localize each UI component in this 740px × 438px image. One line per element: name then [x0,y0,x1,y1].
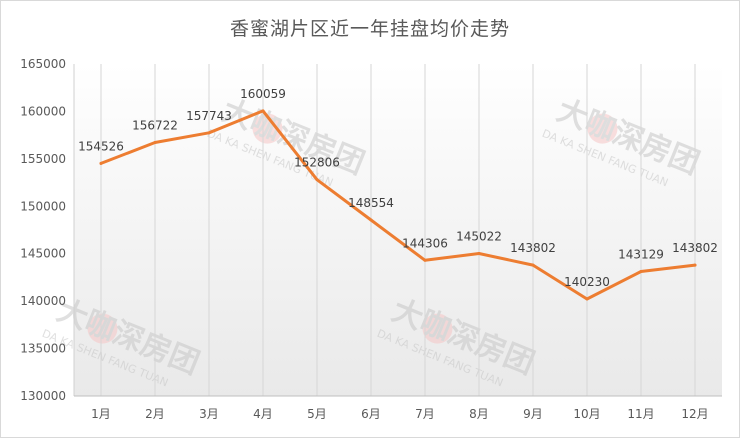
x-tick-label: 2月 [145,407,165,421]
data-label: 143802 [672,241,718,255]
y-tick-label: 140000 [20,294,66,308]
data-point [477,252,481,256]
watermark-badge-icon [252,113,283,144]
data-point [315,178,319,182]
data-label: 148554 [348,196,394,210]
x-tick-label: 7月 [415,407,435,421]
x-tick-label: 8月 [469,407,489,421]
y-tick-label: 160000 [20,104,66,118]
watermark-badge-icon [422,313,453,344]
data-point [423,258,427,262]
data-point [693,263,697,267]
y-tick-label: 165000 [20,57,66,71]
watermark-badge-icon [87,313,118,344]
data-point [369,218,373,222]
watermark-badge-icon [587,113,618,144]
x-tick-label: 3月 [199,407,219,421]
data-label: 145022 [456,230,502,244]
data-label: 156722 [132,119,178,133]
x-tick-label: 5月 [307,407,327,421]
x-tick-label: 1月 [91,407,111,421]
y-tick-label: 135000 [20,342,66,356]
x-tick-label: 4月 [253,407,273,421]
data-label: 143802 [510,241,556,255]
y-tick-label: 150000 [20,199,66,213]
data-label: 157743 [186,109,232,123]
data-label: 140230 [564,275,610,289]
data-label: 160059 [240,87,286,101]
data-point [531,263,535,267]
data-point [207,131,211,135]
series-line [99,109,697,301]
y-tick-label: 130000 [20,389,66,403]
x-tick-label: 6月 [361,407,381,421]
x-tick-label: 12月 [681,407,708,421]
x-tick-label: 9月 [523,407,543,421]
data-label: 154526 [78,139,124,153]
data-label: 144306 [402,236,448,250]
y-tick-label: 145000 [20,247,66,261]
x-tick-label: 11月 [627,407,654,421]
data-point [585,297,589,301]
x-tick-label: 10月 [573,407,600,421]
y-tick-label: 155000 [20,152,66,166]
data-label: 152806 [294,156,340,170]
data-label: 143129 [618,247,664,261]
data-point [639,269,643,273]
chart-title: 香蜜湖片区近一年挂盘均价走势 [229,18,510,40]
data-point [153,141,157,145]
data-point [99,161,103,165]
data-point [261,109,265,113]
